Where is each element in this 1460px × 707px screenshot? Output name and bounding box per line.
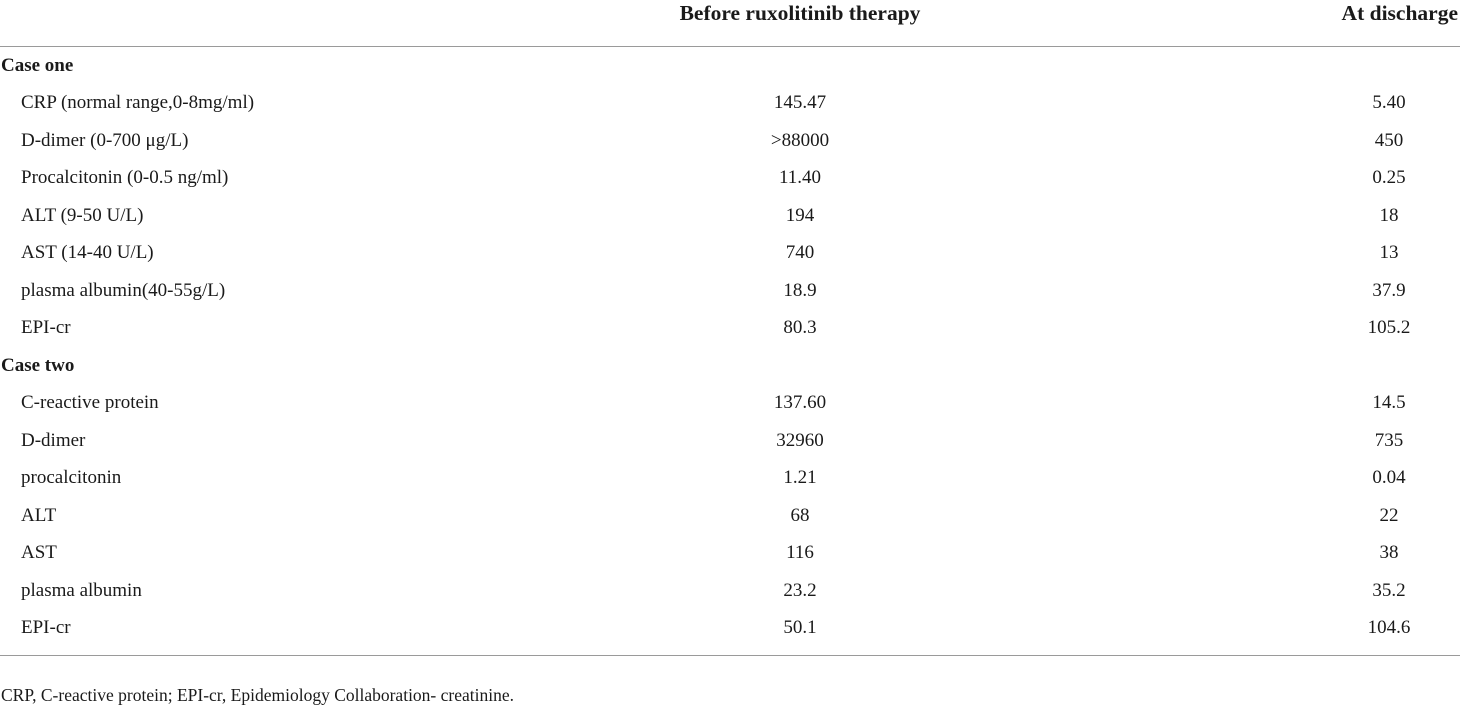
table-row: plasma albumin(40-55g/L) 18.9 37.9	[0, 272, 1460, 310]
before-therapy-cell: 80.3	[783, 317, 817, 339]
at-discharge-cell: 22	[1379, 504, 1399, 526]
lab-results-table: Before ruxolitinib therapy At discharge …	[0, 0, 1460, 656]
parameter-cell: ALT (9-50 U/L)	[21, 204, 144, 226]
parameter-cell: AST	[21, 542, 57, 564]
at-discharge-cell: 450	[1374, 129, 1404, 151]
at-discharge-cell: 18	[1379, 204, 1399, 226]
section-label: Case one	[0, 47, 1460, 85]
table-header: Before ruxolitinib therapy At discharge	[0, 0, 1460, 47]
at-discharge-cell: 735	[1374, 429, 1404, 451]
at-discharge-cell: 0.25	[1372, 167, 1406, 189]
parameter-cell: Procalcitonin (0-0.5 ng/ml)	[21, 167, 229, 189]
table-footnote: CRP, C-reactive protein; EPI-cr, Epidemi…	[1, 685, 514, 705]
table-row: EPI-cr 50.1 104.6	[0, 610, 1460, 648]
section-label-text: Case two	[1, 354, 75, 376]
table-body: Case one CRP (normal range,0-8mg/ml) 145.4…	[0, 47, 1460, 647]
at-discharge-cell: 37.9	[1372, 279, 1406, 301]
at-discharge-cell: 105.2	[1367, 317, 1411, 339]
at-discharge-cell: 13	[1379, 242, 1399, 264]
parameter-cell: EPI-cr	[21, 617, 71, 639]
parameter-cell: ALT	[21, 504, 57, 526]
table-row: D-dimer (0-700 μg/L) >88000 450	[0, 122, 1460, 160]
table-row: EPI-cr 80.3 105.2	[0, 310, 1460, 348]
table-row: AST (14-40 U/L) 740 13	[0, 235, 1460, 273]
section-label-text: Case one	[1, 54, 74, 76]
before-therapy-cell: 50.1	[783, 617, 817, 639]
before-therapy-cell: 137.60	[773, 392, 827, 414]
table-row: plasma albumin 23.2 35.2	[0, 572, 1460, 610]
parameter-cell: D-dimer (0-700 μg/L)	[21, 129, 189, 151]
table-row: CRP (normal range,0-8mg/ml) 145.47 5.40	[0, 85, 1460, 123]
section-label: Case two	[0, 347, 1460, 385]
table-row: procalcitonin 1.21 0.04	[0, 460, 1460, 498]
before-therapy-cell: 1.21	[783, 467, 817, 489]
table-row: ALT (9-50 U/L) 194 18	[0, 197, 1460, 235]
before-therapy-cell: 194	[785, 204, 815, 226]
parameter-cell: EPI-cr	[21, 317, 71, 339]
parameter-cell: D-dimer	[21, 429, 86, 451]
at-discharge-cell: 35.2	[1372, 579, 1406, 601]
before-therapy-cell: 116	[786, 542, 814, 564]
before-therapy-cell: 11.40	[778, 167, 822, 189]
at-discharge-cell: 0.04	[1372, 467, 1406, 489]
before-therapy-cell: 32960	[776, 429, 824, 451]
before-therapy-cell: 68	[790, 504, 810, 526]
column-header-at-discharge: At discharge	[1341, 1, 1458, 25]
table-row: Procalcitonin (0-0.5 ng/ml) 11.40 0.25	[0, 160, 1460, 198]
before-therapy-cell: 145.47	[773, 92, 827, 114]
parameter-cell: C-reactive protein	[21, 392, 159, 414]
at-discharge-cell: 104.6	[1367, 617, 1411, 639]
table-row: AST 116 38	[0, 535, 1460, 573]
table-bottom-rule	[0, 655, 1460, 656]
parameter-cell: plasma albumin(40-55g/L)	[21, 279, 226, 301]
before-therapy-cell: 740	[785, 242, 815, 264]
table-row: D-dimer 32960 735	[0, 422, 1460, 460]
table-row: ALT 68 22	[0, 497, 1460, 535]
parameter-cell: CRP (normal range,0-8mg/ml)	[21, 92, 255, 114]
before-therapy-cell: 23.2	[783, 579, 817, 601]
column-header-before-therapy: Before ruxolitinib therapy	[679, 1, 921, 25]
parameter-cell: AST (14-40 U/L)	[21, 242, 154, 264]
at-discharge-cell: 5.40	[1372, 92, 1406, 114]
before-therapy-cell: 18.9	[783, 279, 817, 301]
at-discharge-cell: 38	[1379, 542, 1399, 564]
parameter-cell: procalcitonin	[21, 467, 122, 489]
at-discharge-cell: 14.5	[1372, 392, 1406, 414]
table-row: C-reactive protein 137.60 14.5	[0, 385, 1460, 423]
parameter-cell: plasma albumin	[21, 579, 142, 601]
before-therapy-cell: >88000	[770, 129, 830, 151]
